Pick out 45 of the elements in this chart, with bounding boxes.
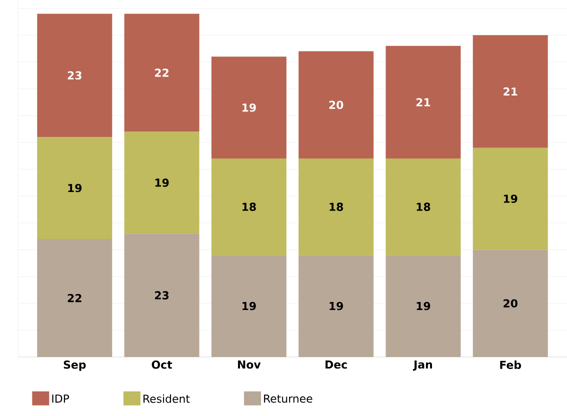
bar [124, 132, 200, 234]
bar [298, 255, 374, 357]
bar [472, 148, 548, 250]
data-label: 18 [416, 202, 430, 211]
legend-label: IDP [52, 394, 70, 403]
x-tick-label: Dec [326, 360, 347, 369]
bar [472, 250, 548, 357]
data-label: 19 [242, 103, 256, 112]
data-label: 22 [155, 68, 168, 77]
data-label: 19 [330, 302, 343, 310]
x-tick-label: Feb [500, 360, 522, 369]
data-label: 19 [504, 194, 518, 203]
data-label: 19 [242, 302, 256, 310]
legend-label: Resident [144, 394, 190, 403]
data-label: 20 [504, 299, 518, 308]
bar [386, 255, 461, 357]
bar [124, 234, 200, 357]
data-label: 20 [329, 100, 344, 110]
data-label: 19 [416, 302, 430, 310]
data-label: 19 [68, 184, 82, 192]
bar [386, 158, 461, 256]
bar [37, 239, 112, 357]
data-label: 23 [155, 291, 169, 300]
bar [386, 46, 461, 159]
bar [124, 14, 200, 132]
bar [211, 255, 286, 357]
data-label: 18 [242, 202, 256, 211]
x-tick-label: Sep [64, 360, 86, 371]
data-label: 22 [68, 294, 82, 302]
data-label: 18 [330, 202, 344, 211]
bar [37, 14, 112, 138]
x-tick-label: Nov [238, 360, 261, 369]
bar [211, 56, 286, 159]
x-tick-label: Oct [152, 360, 172, 369]
data-label: 21 [416, 98, 430, 106]
bar [37, 137, 112, 239]
bar [298, 158, 374, 256]
data-label: 21 [504, 87, 518, 96]
bar [298, 51, 374, 159]
data-label: 19 [155, 178, 169, 187]
legend-label: Returnee [264, 394, 312, 403]
bar [472, 35, 548, 148]
x-tick-label: Jan [412, 360, 432, 371]
data-label: 23 [68, 71, 82, 80]
bar [211, 158, 286, 256]
